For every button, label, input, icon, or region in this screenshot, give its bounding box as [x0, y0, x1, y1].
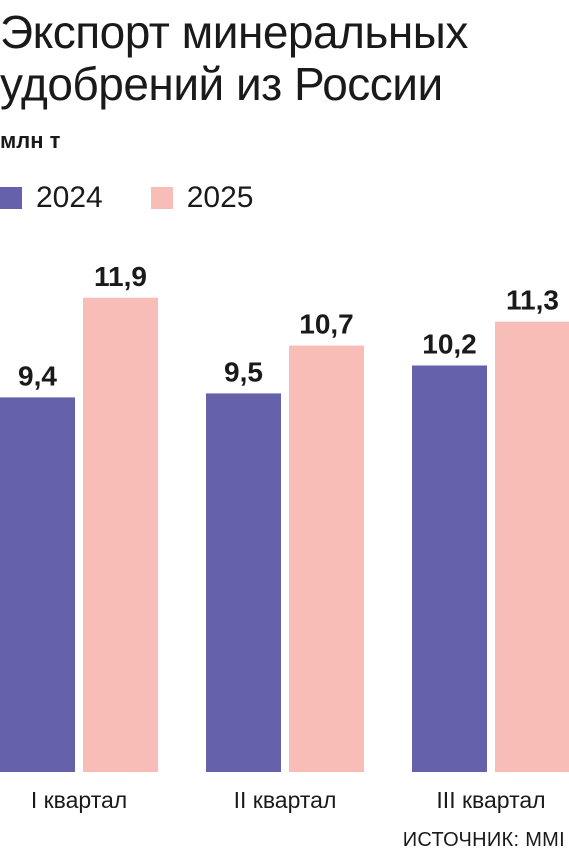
- legend-label-2024: 2024: [36, 181, 103, 214]
- data-label-2025-1: 11,9: [94, 261, 147, 292]
- bar-2025-1: [83, 297, 158, 772]
- chart-title: Экспорт минеральных удобрений из России: [0, 6, 468, 110]
- bar-2025-2: [289, 345, 364, 772]
- data-label-2024-3: 10,2: [422, 329, 477, 360]
- legend-item-2024: 2024: [0, 181, 103, 215]
- category-label-2: II квартал: [234, 787, 337, 813]
- category-label-1: I квартал: [31, 787, 127, 813]
- unit-label: млн т: [0, 128, 61, 153]
- legend: 2024 2025: [0, 180, 302, 216]
- bar-2024-2: [206, 393, 281, 772]
- data-label-2024-1: 9,4: [18, 360, 57, 391]
- data-label-2024-2: 9,5: [224, 356, 263, 387]
- bar-2025-3: [495, 321, 569, 772]
- source-note: ИСТОЧНИК: MMI: [402, 829, 565, 851]
- legend-swatch-2025: [150, 187, 173, 209]
- bar-2024-1: [0, 397, 75, 772]
- legend-label-2025: 2025: [186, 181, 254, 214]
- bar-2024-3: [412, 365, 487, 772]
- data-label-2025-2: 10,7: [299, 309, 354, 340]
- category-label-3: III квартал: [436, 787, 545, 813]
- bar-chart: 9,4 11,9 I квартал 9,5 10,7 II квартал 10,2 11,…: [0, 261, 569, 813]
- data-label-2025-3: 11,3: [506, 285, 559, 316]
- legend-swatch-2024: [0, 187, 22, 209]
- legend-item-2025: 2025: [150, 181, 254, 215]
